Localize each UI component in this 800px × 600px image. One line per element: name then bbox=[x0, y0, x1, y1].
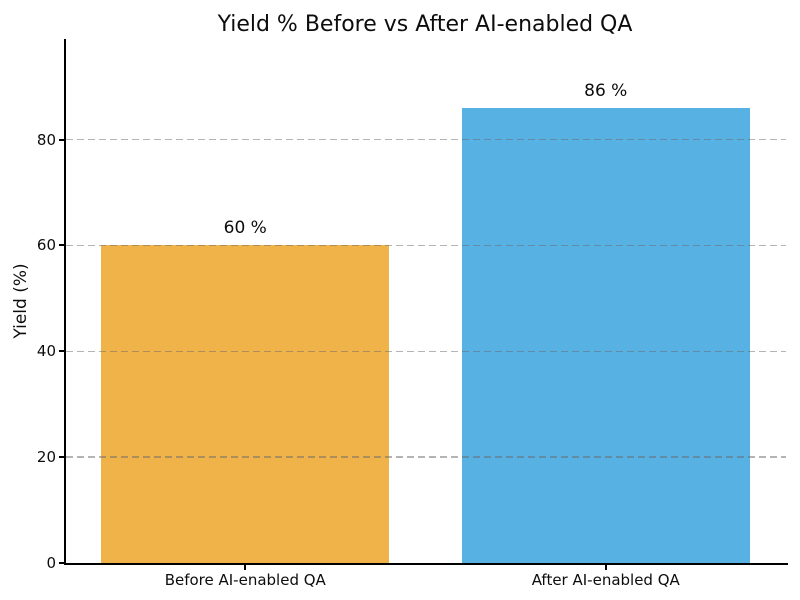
y-tick-mark bbox=[59, 350, 64, 353]
x-tick-label: After AI-enabled QA bbox=[531, 571, 680, 589]
bar-value-label: 60 % bbox=[223, 218, 267, 239]
x-tick-mark bbox=[244, 565, 247, 570]
y-tick-mark bbox=[59, 562, 64, 564]
y-tick-label: 40 bbox=[36, 342, 56, 361]
x-axis-spine bbox=[64, 563, 788, 565]
y-gridline bbox=[66, 456, 786, 458]
y-axis-label: Yield (%) bbox=[11, 263, 31, 339]
y-tick-label: 0 bbox=[46, 554, 56, 572]
chart-title: Yield % Before vs After AI-enabled QA bbox=[217, 12, 633, 37]
y-tick-label: 60 bbox=[36, 236, 56, 255]
bar bbox=[101, 245, 390, 563]
bar bbox=[461, 107, 750, 563]
y-tick-label: 20 bbox=[36, 448, 56, 467]
bar-value-label: 86 % bbox=[584, 80, 628, 101]
y-tick-mark bbox=[59, 138, 64, 141]
y-gridline bbox=[66, 350, 786, 353]
y-gridline bbox=[66, 244, 786, 247]
y-gridline bbox=[66, 138, 786, 141]
x-tick-label: Before AI-enabled QA bbox=[164, 571, 326, 589]
y-axis-spine bbox=[64, 39, 66, 565]
y-tick-mark bbox=[59, 244, 64, 247]
y-tick-label: 80 bbox=[36, 130, 56, 149]
y-tick-mark bbox=[59, 456, 64, 459]
x-tick-mark bbox=[604, 565, 607, 570]
